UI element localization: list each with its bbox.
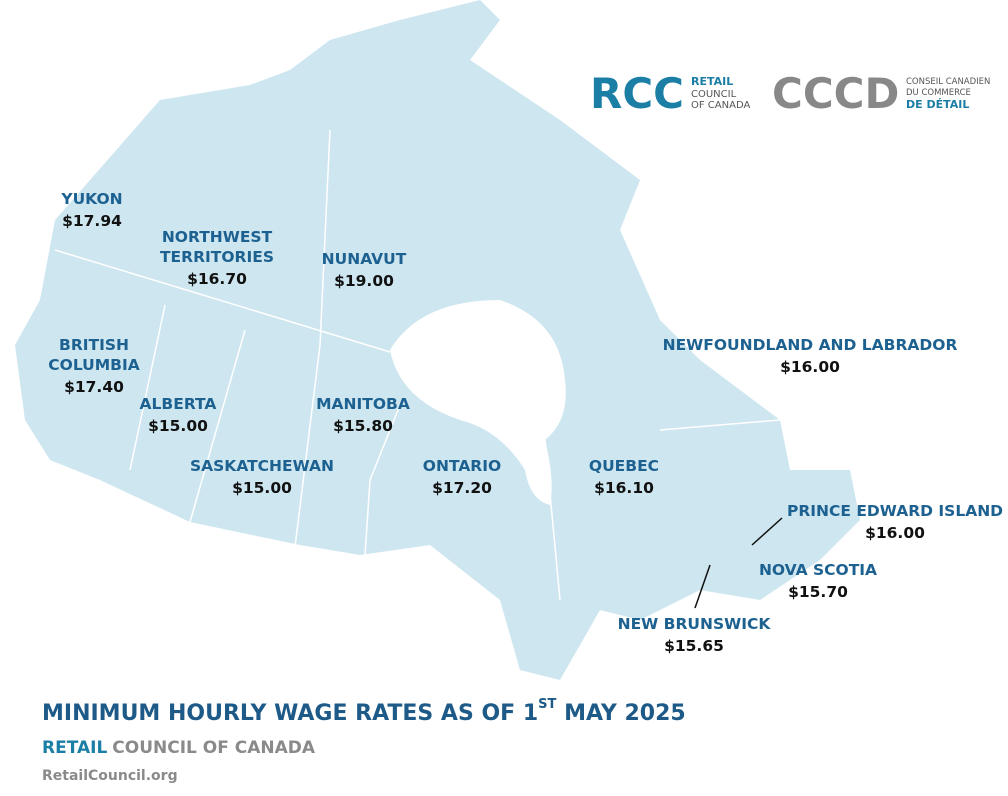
wage-value: $17.40	[64, 378, 124, 396]
wage-value: $15.00	[232, 479, 292, 497]
region-name: PRINCE EDWARD ISLAND	[787, 502, 1003, 520]
leader-line	[751, 517, 783, 546]
wage-value: $17.94	[62, 212, 122, 230]
logo-text: DE DÉTAIL	[906, 98, 969, 111]
title-text: MAY 2025	[556, 701, 685, 726]
region-name: ALBERTA	[140, 395, 217, 413]
region-name: SASKATCHEWAN	[190, 457, 334, 475]
region-name: YUKON	[60, 190, 122, 208]
borders	[54, 129, 781, 601]
logo-text: COUNCIL	[691, 89, 737, 100]
wage-value: $15.70	[788, 583, 848, 601]
hudson-bay	[390, 300, 566, 505]
region-name: NUNAVUT	[322, 250, 407, 268]
wage-value: $15.00	[148, 417, 208, 435]
leader-line	[694, 564, 711, 609]
region-labels: YUKON $17.94 NORTHWEST TERRITORIES $16.70 NUN…	[48, 190, 1003, 655]
region-name: BRITISH	[59, 336, 129, 354]
logo-text: OF CANADA	[691, 100, 750, 111]
brand: RETAIL	[42, 738, 107, 758]
title: MINIMUM HOURLY WAGE RATES AS OF 1ST MAY …	[42, 697, 686, 726]
title-text: MINIMUM HOURLY WAGE RATES AS OF 1	[42, 701, 538, 726]
region-name: ONTARIO	[423, 457, 501, 475]
wage-value: $16.70	[187, 270, 247, 288]
wage-value: $19.00	[334, 272, 394, 290]
title-superscript: ST	[538, 697, 556, 712]
region-name: NOVA SCOTIA	[759, 561, 877, 579]
logo-text: RETAIL	[691, 75, 733, 88]
rcc-logo: RCC RETAIL COUNCIL OF CANADA	[590, 69, 750, 118]
region-name: COLUMBIA	[48, 356, 139, 374]
wage-value: $16.00	[780, 358, 840, 376]
logo-text: CONSEIL CANADIEN	[906, 77, 990, 87]
wage-value: $15.65	[664, 637, 724, 655]
region-name: MANITOBA	[316, 395, 410, 413]
region-name: NEW BRUNSWICK	[618, 615, 772, 633]
brand-rest: COUNCIL OF CANADA	[112, 738, 316, 758]
wage-value: $17.20	[432, 479, 492, 497]
region-name: NEWFOUNDLAND AND LABRADOR	[663, 336, 958, 354]
footer-brand: RETAIL COUNCIL OF CANADA	[42, 738, 316, 758]
wage-value: $15.80	[333, 417, 393, 435]
region-name: TERRITORIES	[160, 248, 274, 266]
wage-value: $16.00	[865, 524, 925, 542]
footer-url: RetailCouncil.org	[42, 768, 178, 784]
logo-mark: RCC	[590, 69, 684, 118]
region-name: NORTHWEST	[162, 228, 273, 246]
logo-mark: CCCD	[772, 69, 899, 118]
map	[15, 0, 860, 680]
region-name: QUEBEC	[589, 457, 659, 475]
cccd-logo: CCCD CONSEIL CANADIEN DU COMMERCE DE DÉT…	[772, 69, 990, 118]
wage-value: $16.10	[594, 479, 654, 497]
logo-text: DU COMMERCE	[906, 88, 971, 98]
